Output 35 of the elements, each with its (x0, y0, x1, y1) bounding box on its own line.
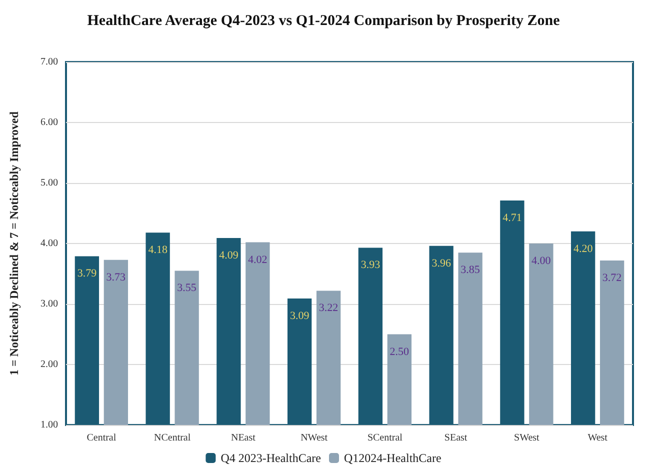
data-label: 3.93 (360, 259, 381, 272)
y-tick-label: 2.00 (40, 359, 58, 370)
legend-label: Q4 2023-HealthCare (220, 451, 322, 465)
y-tick-label: 1.00 (40, 420, 58, 430)
data-label: 4.71 (502, 212, 522, 224)
data-label: 4.00 (532, 255, 552, 267)
y-axis-title: 1 = Noticeably Declined & 7 = Noticeably Improved (7, 111, 21, 376)
data-label: 3.85 (460, 264, 480, 276)
data-label: 3.73 (106, 271, 126, 284)
legend-label: Q12024-HealthCare (344, 451, 442, 465)
y-tick-label: 7.00 (40, 56, 58, 68)
data-label: 3.09 (290, 310, 310, 322)
data-label: 3.96 (432, 257, 452, 270)
x-tick-label: SCentral (367, 432, 403, 444)
y-tick-label: 4.00 (40, 238, 58, 249)
data-label: 2.50 (390, 346, 410, 358)
x-tick-label: West (588, 432, 608, 444)
x-tick-label: NWest (300, 432, 328, 444)
data-label: 4.02 (248, 254, 268, 266)
chart-title: HealthCare Average Q4-2023 vs Q1-2024 Comparison by Prosperity Zone (87, 13, 560, 29)
x-tick-label: NCentral (154, 432, 191, 444)
x-tick-label: SWest (514, 432, 540, 444)
x-tick-label: NEast (230, 432, 256, 444)
y-tick-label: 3.00 (40, 298, 58, 310)
y-tick-label: 6.00 (40, 117, 58, 128)
x-tick-label: Central (86, 432, 116, 444)
data-label: 4.20 (573, 242, 594, 255)
data-label: 3.72 (602, 272, 622, 284)
x-tick-label: SEast (444, 432, 468, 444)
data-label: 3.55 (177, 282, 197, 294)
y-tick-label: 5.00 (40, 178, 58, 188)
data-label: 4.09 (219, 250, 239, 262)
data-label: 4.18 (148, 244, 168, 256)
data-label: 3.22 (318, 302, 338, 314)
data-label: 3.79 (77, 268, 98, 280)
